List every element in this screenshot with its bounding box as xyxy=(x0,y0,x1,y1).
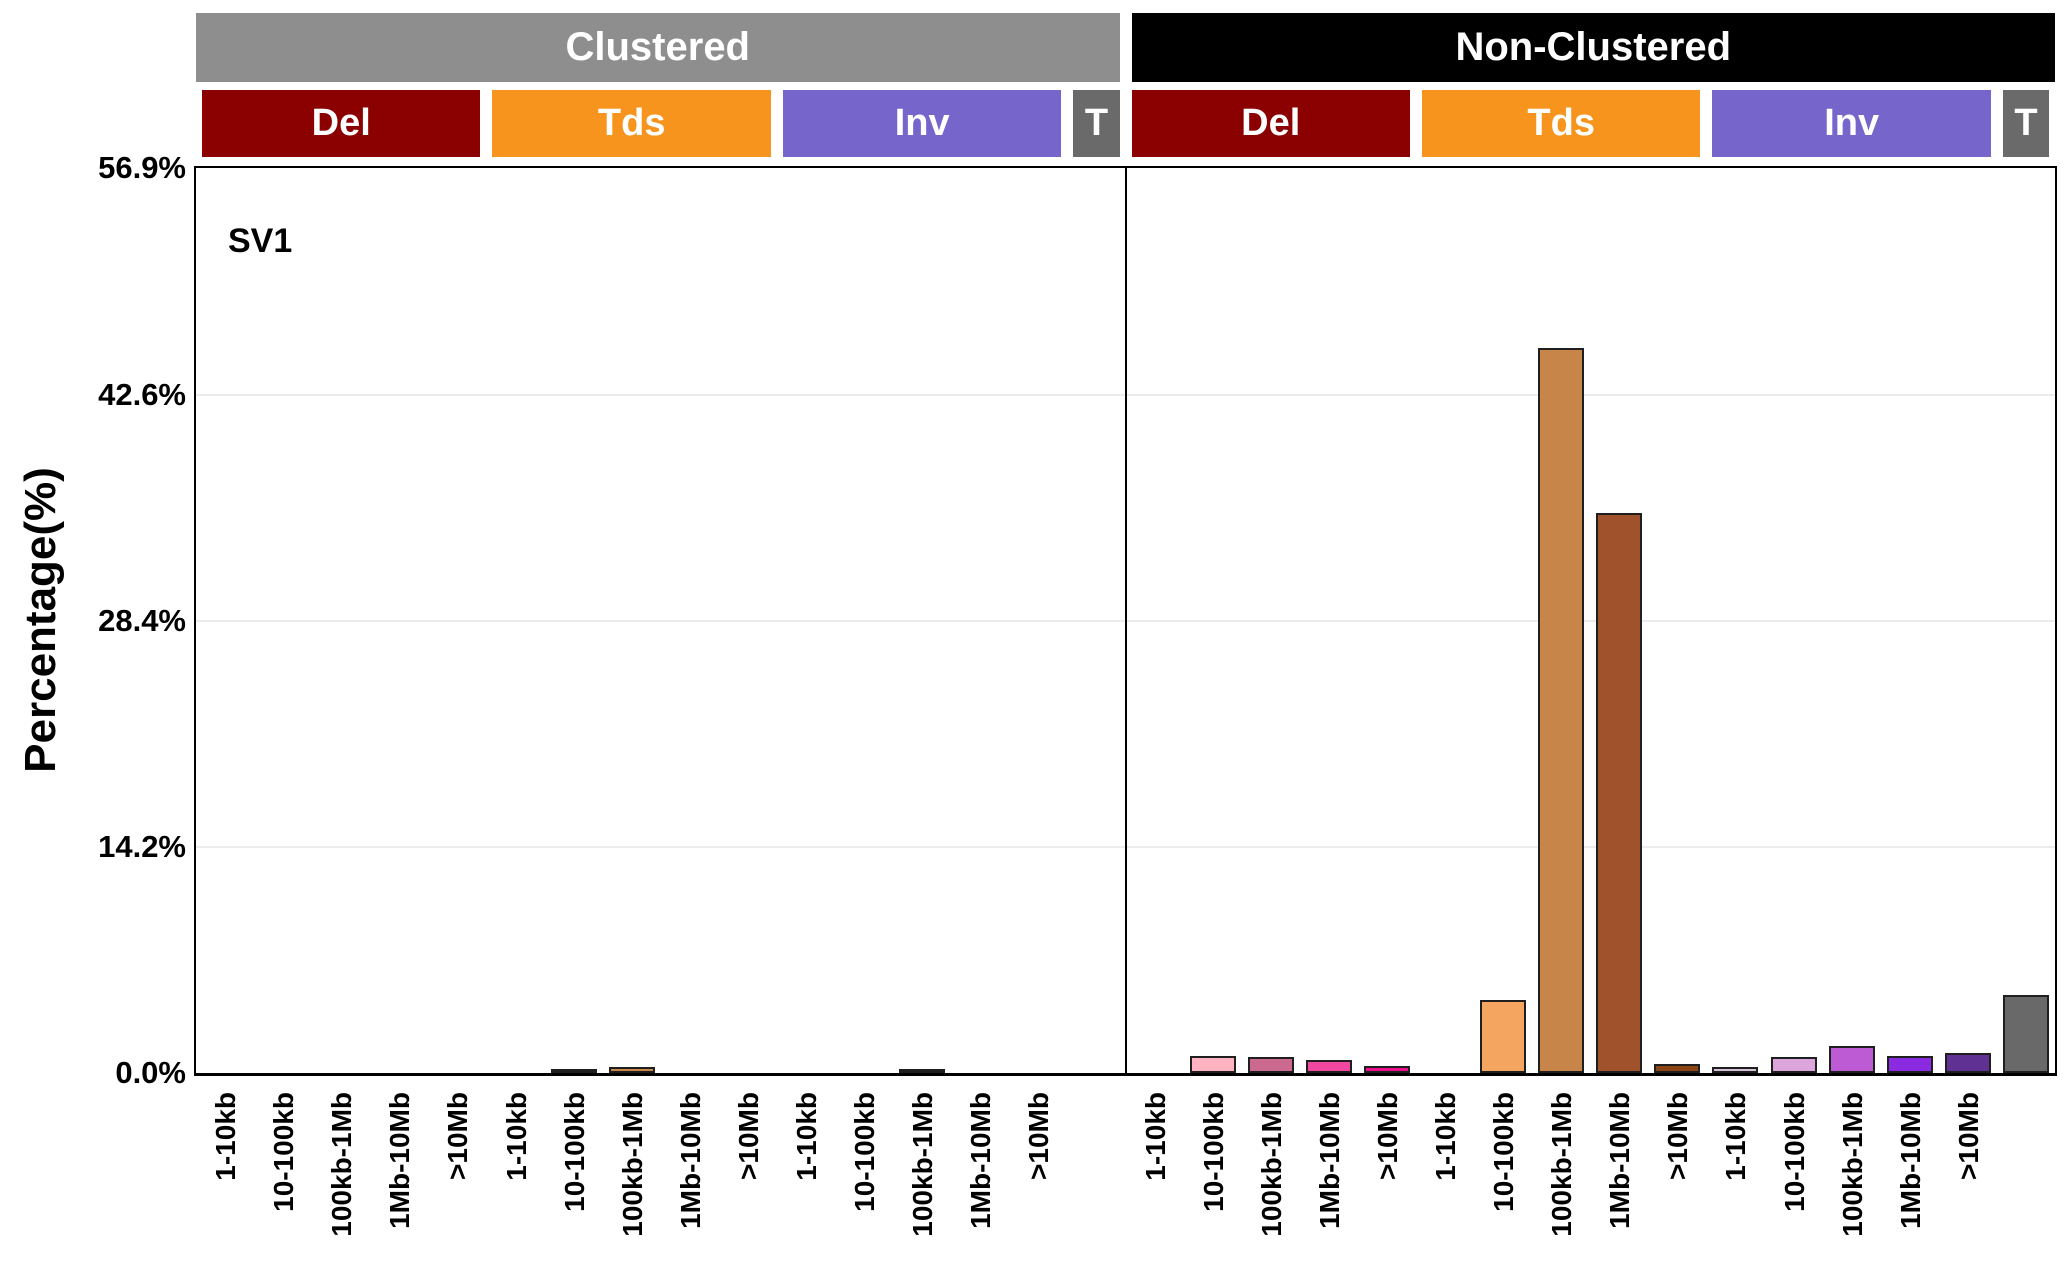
x-tick-label: 10-100kb xyxy=(268,1092,300,1212)
bar-non-clustered-tds->10Mb xyxy=(1654,1064,1701,1073)
x-tick-label: >10Mb xyxy=(1023,1092,1055,1180)
bar-non-clustered-inv-1Mb-10Mb xyxy=(1886,1055,1933,1073)
category-header-tds-clustered: Tds xyxy=(492,90,771,157)
bar-clustered-tds-100kb-1Mb xyxy=(608,1067,655,1073)
category-header-inv-clustered: Inv xyxy=(782,90,1062,157)
bar-non-clustered-inv-100kb-1Mb xyxy=(1828,1045,1875,1073)
x-tick-label: 10-100kb xyxy=(558,1092,590,1212)
bar-non-clustered-tds-10-100kb xyxy=(1480,999,1527,1073)
panel-header-non-clustered: Non-Clustered xyxy=(1131,13,2055,82)
x-tick-label: 10-100kb xyxy=(1778,1092,1810,1212)
x-tick-label: 100kb-1Mb xyxy=(1836,1092,1868,1237)
y-tick-label: 56.9% xyxy=(98,150,186,185)
bar-non-clustered-inv-1-10kb xyxy=(1712,1066,1759,1073)
bar-non-clustered-inv->10Mb xyxy=(1944,1053,1991,1073)
x-tick-label: 100kb-1Mb xyxy=(326,1092,358,1237)
x-tick-label: 1-10kb xyxy=(210,1092,242,1181)
x-tick-label: 1-10kb xyxy=(500,1092,532,1181)
bar-non-clustered-tds-100kb-1Mb xyxy=(1538,347,1585,1073)
x-tick-label: >10Mb xyxy=(442,1092,474,1180)
x-tick-label: 1Mb-10Mb xyxy=(965,1092,997,1229)
x-tick-label: 1Mb-10Mb xyxy=(384,1092,416,1229)
bar-non-clustered-inv-10-100kb xyxy=(1770,1057,1817,1073)
x-tick-label: 1-10kb xyxy=(1430,1092,1462,1181)
category-header-tds-non-clustered: Tds xyxy=(1421,90,1701,157)
x-tick-label: 1-10kb xyxy=(1720,1092,1752,1181)
category-header-inv-non-clustered: Inv xyxy=(1712,90,1991,157)
x-tick-label: 1Mb-10Mb xyxy=(674,1092,706,1229)
bar-non-clustered-del->10Mb xyxy=(1363,1065,1410,1073)
x-tick-label: 1Mb-10Mb xyxy=(1894,1092,1926,1229)
panel-title: SV1 xyxy=(228,222,293,260)
x-tick-label: 10-100kb xyxy=(1488,1092,1520,1212)
x-tick-label: 100kb-1Mb xyxy=(1255,1092,1287,1237)
bar-non-clustered-del-100kb-1Mb xyxy=(1247,1057,1294,1073)
x-tick-label: 1Mb-10Mb xyxy=(1313,1092,1345,1229)
x-tick-label: 1-10kb xyxy=(1139,1092,1171,1181)
x-tick-label: >10Mb xyxy=(1662,1092,1694,1180)
y-tick-label: 42.6% xyxy=(98,377,186,413)
category-header-del-non-clustered: Del xyxy=(1131,90,1410,157)
bar-non-clustered-del-10-100kb xyxy=(1189,1055,1236,1073)
category-header-t-clustered: T xyxy=(1073,90,1120,157)
panel-divider xyxy=(1124,168,1127,1073)
y-tick-label: 28.4% xyxy=(98,603,186,639)
x-tick-label: 100kb-1Mb xyxy=(616,1092,648,1237)
plot-area: SV1 xyxy=(194,166,2057,1076)
plot-inner: SV1 xyxy=(196,168,2055,1073)
bar-clustered-tds-10-100kb xyxy=(550,1069,597,1073)
x-tick-label: >10Mb xyxy=(732,1092,764,1180)
x-tick-label: 100kb-1Mb xyxy=(907,1092,939,1237)
y-tick-label: 14.2% xyxy=(98,829,186,865)
x-tick-label: 10-100kb xyxy=(849,1092,881,1212)
x-tick-label: 1Mb-10Mb xyxy=(1604,1092,1636,1229)
x-tick-label: 1-10kb xyxy=(790,1092,822,1181)
bar-non-clustered-tds-1Mb-10Mb xyxy=(1596,513,1643,1073)
x-tick-label: 100kb-1Mb xyxy=(1546,1092,1578,1237)
bar-non-clustered-t xyxy=(2002,995,2049,1073)
category-header-t-non-clustered: T xyxy=(2002,90,2049,157)
x-tick-label: >10Mb xyxy=(1371,1092,1403,1180)
bar-clustered-inv-100kb-1Mb xyxy=(899,1069,946,1073)
panel-header-clustered: Clustered xyxy=(196,13,1120,82)
x-tick-label: 10-100kb xyxy=(1197,1092,1229,1212)
x-tick-label: >10Mb xyxy=(1952,1092,1984,1180)
category-header-del-clustered: Del xyxy=(202,90,481,157)
y-tick-label: 0.0% xyxy=(115,1055,186,1090)
bar-non-clustered-del-1Mb-10Mb xyxy=(1305,1060,1352,1073)
